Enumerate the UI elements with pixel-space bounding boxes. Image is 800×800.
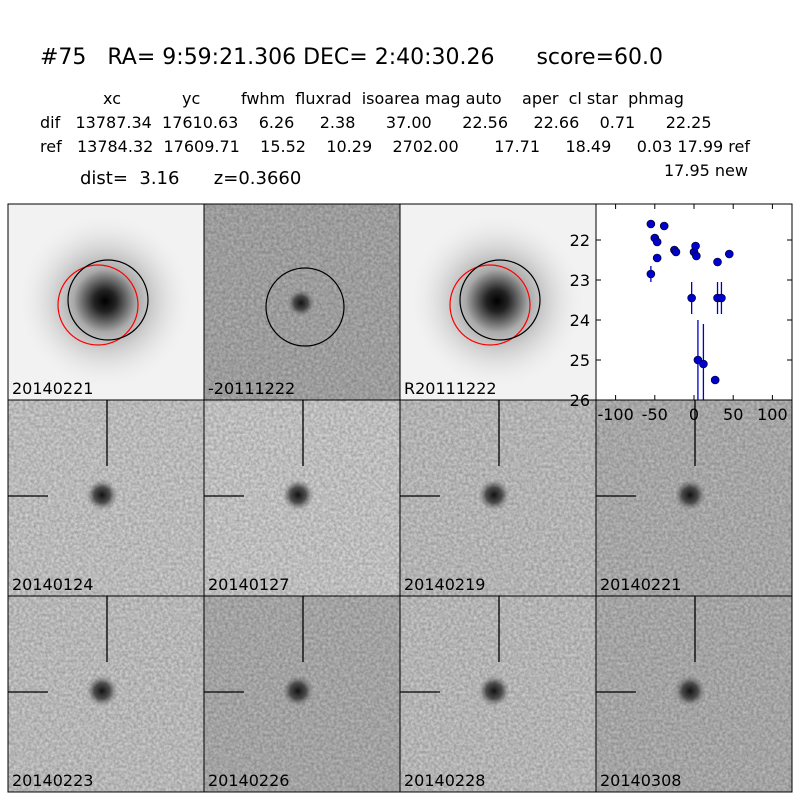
point: [687, 293, 696, 303]
image-label: -20111222: [208, 379, 295, 398]
point: [710, 375, 720, 385]
dif-row: dif 13787.34 17610.63 6.26 2.38 37.00 22…: [40, 113, 712, 132]
galaxy: [15, 211, 195, 391]
x-tick-label: -100: [597, 405, 633, 424]
image-frame: [595, 595, 793, 793]
point: [646, 219, 656, 229]
point: [717, 293, 726, 303]
y-tick-label: 22: [570, 231, 590, 250]
point: [652, 253, 662, 263]
y-tick-label: 26: [570, 391, 590, 410]
x-tick-label: 0: [689, 405, 699, 424]
x-tick-label: 50: [723, 405, 743, 424]
image-label: 20140127: [208, 575, 289, 594]
image-label: 20140223: [12, 771, 93, 790]
point: [646, 269, 656, 279]
source: [674, 479, 706, 511]
image-label: 20140308: [600, 771, 681, 790]
image-label: 20140221: [600, 575, 681, 594]
point: [659, 221, 669, 231]
source: [478, 479, 510, 511]
source: [282, 479, 314, 511]
source: [282, 675, 314, 707]
black-aperture: [67, 259, 149, 341]
x-tick-label: 100: [757, 405, 788, 424]
red-aperture: [57, 264, 139, 346]
image-label: 20140221: [12, 379, 93, 398]
source: [478, 675, 510, 707]
point: [652, 237, 662, 247]
title: #75 RA= 9:59:21.306 DEC= 2:40:30.26 scor…: [40, 45, 663, 70]
image-label: 20140219: [404, 575, 485, 594]
new-mag: 17.95 new: [664, 161, 748, 180]
y-tick-label: 24: [570, 311, 590, 330]
point: [724, 249, 734, 259]
image-label: R20111222: [404, 379, 497, 398]
y-tick-label: 23: [570, 271, 590, 290]
plot-bg: [595, 203, 793, 401]
ref-row: ref 13784.32 17609.71 15.52 10.29 2702.0…: [40, 137, 750, 156]
dist: dist= 3.16 z=0.3660: [80, 168, 301, 189]
black-aperture: [265, 267, 345, 347]
y-tick-label: 25: [570, 351, 590, 370]
point: [713, 257, 722, 267]
black-aperture: [459, 259, 541, 341]
light-curve: -100 -50 0 50 100 22 23 24 25 26: [570, 203, 793, 424]
galaxy: [407, 211, 587, 391]
image-label: 20140226: [208, 771, 289, 790]
x-tick-label: -50: [642, 405, 668, 424]
source: [86, 479, 118, 511]
source: [86, 675, 118, 707]
point: [699, 359, 708, 369]
point: [692, 251, 701, 261]
image-label: 20140124: [12, 575, 93, 594]
point: [671, 247, 681, 257]
source: [674, 675, 706, 707]
image-label: 20140228: [404, 771, 485, 790]
column-headers: xc yc fwhm fluxrad isoarea mag auto aper…: [103, 89, 684, 108]
point: [691, 241, 700, 251]
source: [287, 289, 315, 317]
panels: 20140221 -20111222 R20111222 20140124 201401…: [7, 203, 793, 793]
red-aperture: [449, 264, 531, 346]
